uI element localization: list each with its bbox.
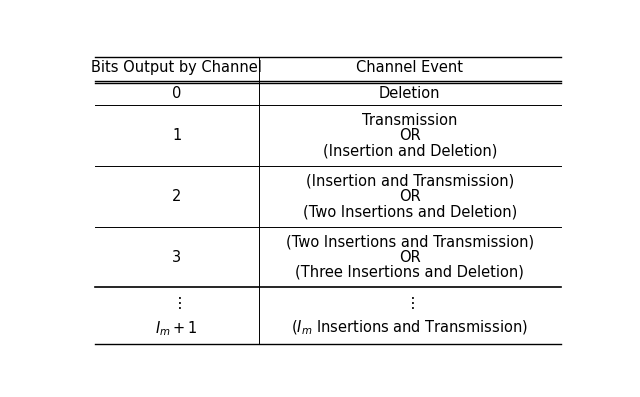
Text: $\vdots$: $\vdots$ (404, 295, 415, 311)
Text: Bits Output by Channel: Bits Output by Channel (92, 60, 262, 75)
Text: Transmission: Transmission (362, 113, 458, 128)
Text: 3: 3 (172, 250, 181, 265)
Text: 2: 2 (172, 189, 181, 204)
Text: (Two Insertions and Transmission): (Two Insertions and Transmission) (286, 235, 534, 249)
Text: (Two Insertions and Deletion): (Two Insertions and Deletion) (303, 204, 517, 219)
Text: OR: OR (399, 189, 420, 204)
Text: (Insertion and Transmission): (Insertion and Transmission) (306, 174, 514, 189)
Text: 0: 0 (172, 86, 181, 101)
Text: (Three Insertions and Deletion): (Three Insertions and Deletion) (296, 265, 524, 280)
Text: ($I_m$ Insertions and Transmission): ($I_m$ Insertions and Transmission) (291, 319, 528, 337)
Text: Deletion: Deletion (379, 86, 440, 101)
Text: OR: OR (399, 250, 420, 265)
Text: 1: 1 (172, 128, 181, 143)
Text: $I_m + 1$: $I_m + 1$ (156, 319, 198, 337)
Text: (Insertion and Deletion): (Insertion and Deletion) (323, 143, 497, 158)
Text: OR: OR (399, 128, 420, 143)
Text: $\vdots$: $\vdots$ (172, 295, 182, 311)
Text: Channel Event: Channel Event (356, 60, 463, 75)
